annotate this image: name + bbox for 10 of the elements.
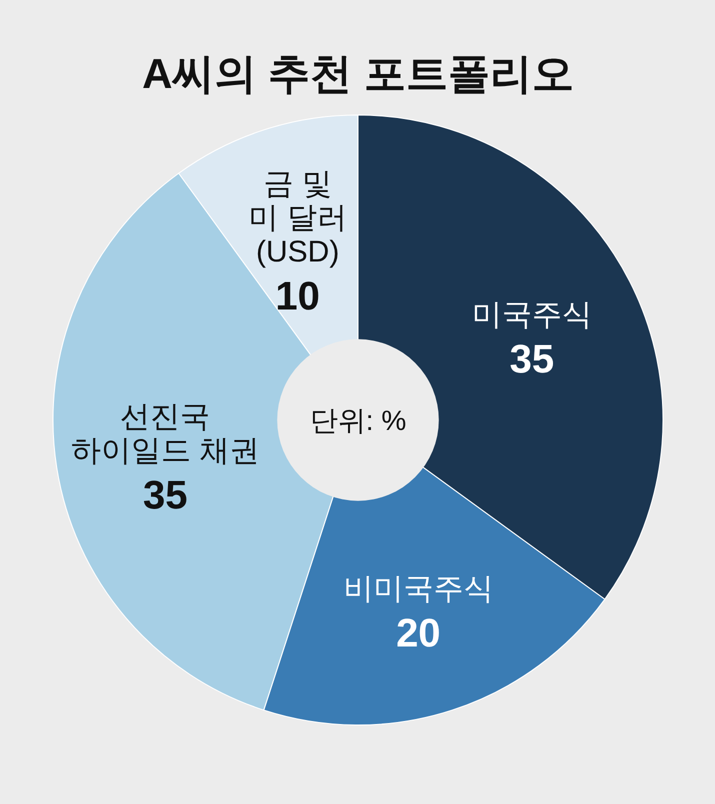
text: 단위: %	[310, 405, 406, 436]
slice-label: 선진국 하이일드 채권	[71, 400, 260, 468]
chart-title: A씨의 추천 포트폴리오	[142, 50, 574, 97]
slice-label: 미국주식	[472, 298, 592, 332]
data-label: 35	[510, 337, 554, 382]
data-label: 10	[275, 274, 320, 318]
slice-label: 금 및 미 달러 (USD)	[248, 167, 347, 268]
data-label: 20	[396, 612, 441, 656]
slice-label: 비미국주식	[343, 572, 494, 606]
data-label: 35	[142, 474, 188, 518]
